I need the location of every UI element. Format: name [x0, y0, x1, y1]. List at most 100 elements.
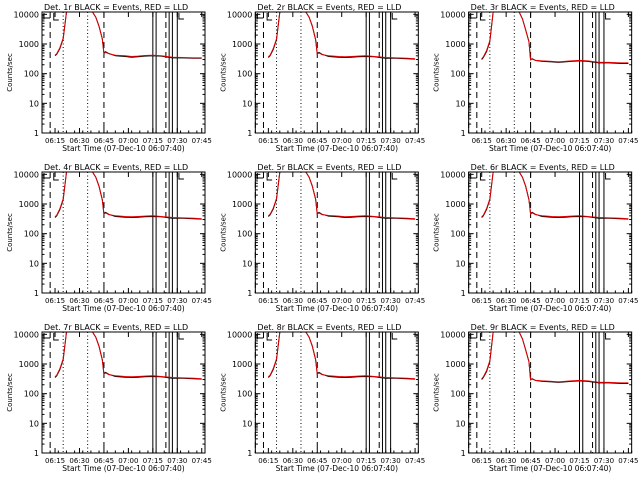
- x-tick-label: 07:30: [594, 297, 614, 305]
- x-axis-label: Start Time (07-Dec-10 06:07:40): [62, 144, 184, 153]
- end-bracket: [178, 333, 184, 340]
- y-axis-label: Counts/sec: [433, 373, 441, 412]
- x-tick-label: 06:45: [307, 137, 327, 145]
- x-tick-label: 07:30: [167, 457, 187, 465]
- lld-series-line: [481, 172, 629, 220]
- detector-panel: 1 10 100 1000 10000 06:15 06:30 06:45 07:00 07:15…: [219, 3, 425, 153]
- x-tick-label: 06:30: [496, 297, 516, 305]
- x-tick-label: 07:00: [118, 137, 138, 145]
- y-tick-label: 10000: [440, 330, 465, 339]
- y-tick-label: 1000: [445, 200, 465, 209]
- x-tick-label: 06:45: [521, 137, 541, 145]
- panel-title: Det. 6r BLACK = Events, RED = LLD: [471, 163, 615, 172]
- y-tick-label: 10: [455, 99, 465, 108]
- x-tick-label: 07:15: [143, 297, 163, 305]
- x-tick-label: 07:45: [405, 457, 425, 465]
- y-tick-label: 10: [29, 99, 39, 108]
- x-tick-label: 06:30: [69, 297, 89, 305]
- x-tick-label: 07:15: [569, 297, 589, 305]
- end-bracket: [605, 333, 611, 340]
- y-tick-label: 1: [247, 289, 252, 298]
- x-tick-label: 06:45: [307, 457, 327, 465]
- lld-series-line: [481, 12, 629, 64]
- y-tick-label: 1000: [19, 360, 39, 369]
- x-tick-label: 07:15: [569, 457, 589, 465]
- lld-series-line: [267, 172, 416, 220]
- y-tick-label: 1000: [19, 200, 39, 209]
- end-bracket: [391, 13, 398, 20]
- x-tick-label: 07:45: [192, 457, 212, 465]
- panel-title: Det. 2r BLACK = Events, RED = LLD: [257, 3, 401, 12]
- panel-title: Det. 1r BLACK = Events, RED = LLD: [44, 3, 188, 12]
- x-tick-label: 06:45: [307, 297, 327, 305]
- y-tick-label: 10000: [440, 10, 465, 19]
- x-tick-label: 07:15: [356, 137, 376, 145]
- x-tick-label: 06:15: [45, 297, 65, 305]
- y-tick-label: 1: [34, 449, 39, 458]
- detector-panel: 1 10 100 1000 10000 06:15 06:30 06:45 07:00 07:15…: [6, 3, 212, 153]
- x-tick-label: 07:00: [545, 137, 565, 145]
- y-tick-label: 100: [24, 70, 39, 79]
- end-bracket: [391, 333, 398, 340]
- y-tick-label: 10: [455, 259, 465, 268]
- y-tick-label: 10000: [227, 170, 252, 179]
- x-tick-label: 07:30: [594, 457, 614, 465]
- x-tick-label: 07:00: [118, 457, 138, 465]
- y-axis-label: Counts/sec: [6, 213, 14, 252]
- y-tick-label: 10000: [227, 10, 252, 19]
- detector-panel: 1 10 100 1000 10000 06:15 06:30 06:45 07:00 07:15…: [6, 323, 212, 473]
- x-tick-label: 06:15: [258, 457, 278, 465]
- x-tick-label: 07:30: [167, 137, 187, 145]
- x-tick-label: 06:15: [45, 137, 65, 145]
- x-tick-label: 06:15: [258, 297, 278, 305]
- x-tick-label: 06:15: [258, 137, 278, 145]
- y-axis-label: Counts/sec: [6, 373, 14, 412]
- y-tick-label: 100: [450, 70, 465, 79]
- x-tick-label: 07:30: [381, 457, 401, 465]
- end-bracket: [605, 173, 611, 180]
- y-tick-label: 1000: [445, 40, 465, 49]
- x-tick-label: 07:00: [332, 457, 352, 465]
- y-tick-label: 10: [455, 419, 465, 428]
- y-tick-label: 1000: [232, 40, 252, 49]
- panel-title: Det. 4r BLACK = Events, RED = LLD: [44, 163, 188, 172]
- y-axis-label: Counts/sec: [219, 213, 227, 252]
- x-tick-label: 06:30: [69, 457, 89, 465]
- y-tick-label: 100: [450, 230, 465, 239]
- x-axis-label: Start Time (07-Dec-10 06:07:40): [489, 144, 611, 153]
- x-tick-label: 06:30: [496, 457, 516, 465]
- x-tick-label: 07:00: [332, 137, 352, 145]
- y-tick-label: 1: [247, 449, 252, 458]
- x-tick-label: 07:45: [192, 137, 212, 145]
- x-axis-label: Start Time (07-Dec-10 06:07:40): [276, 464, 398, 473]
- x-axis-label: Start Time (07-Dec-10 06:07:40): [489, 304, 611, 313]
- x-axis-label: Start Time (07-Dec-10 06:07:40): [489, 464, 611, 473]
- y-tick-label: 10000: [440, 170, 465, 179]
- x-tick-label: 07:30: [594, 137, 614, 145]
- x-tick-label: 07:45: [192, 297, 212, 305]
- end-bracket: [178, 13, 184, 20]
- x-tick-label: 06:45: [521, 297, 541, 305]
- x-tick-label: 07:45: [618, 457, 638, 465]
- x-tick-label: 06:30: [283, 137, 303, 145]
- lld-series-line: [481, 332, 629, 384]
- end-bracket: [178, 173, 184, 180]
- x-tick-label: 06:30: [283, 457, 303, 465]
- x-tick-label: 07:00: [332, 297, 352, 305]
- y-tick-label: 100: [450, 390, 465, 399]
- y-tick-label: 1: [34, 129, 39, 138]
- x-tick-label: 06:45: [94, 297, 114, 305]
- y-tick-label: 1: [247, 129, 252, 138]
- x-tick-label: 07:15: [569, 137, 589, 145]
- y-tick-label: 10: [29, 419, 39, 428]
- x-tick-label: 06:45: [94, 457, 114, 465]
- detector-panel: 1 10 100 1000 10000 06:15 06:30 06:45 07:00 07:15…: [6, 163, 212, 313]
- x-tick-label: 07:45: [405, 137, 425, 145]
- lld-series-line: [267, 332, 416, 380]
- x-tick-label: 07:45: [618, 137, 638, 145]
- x-tick-label: 07:15: [143, 457, 163, 465]
- x-tick-label: 06:15: [472, 297, 492, 305]
- x-tick-label: 07:30: [381, 297, 401, 305]
- x-axis-label: Start Time (07-Dec-10 06:07:40): [62, 464, 184, 473]
